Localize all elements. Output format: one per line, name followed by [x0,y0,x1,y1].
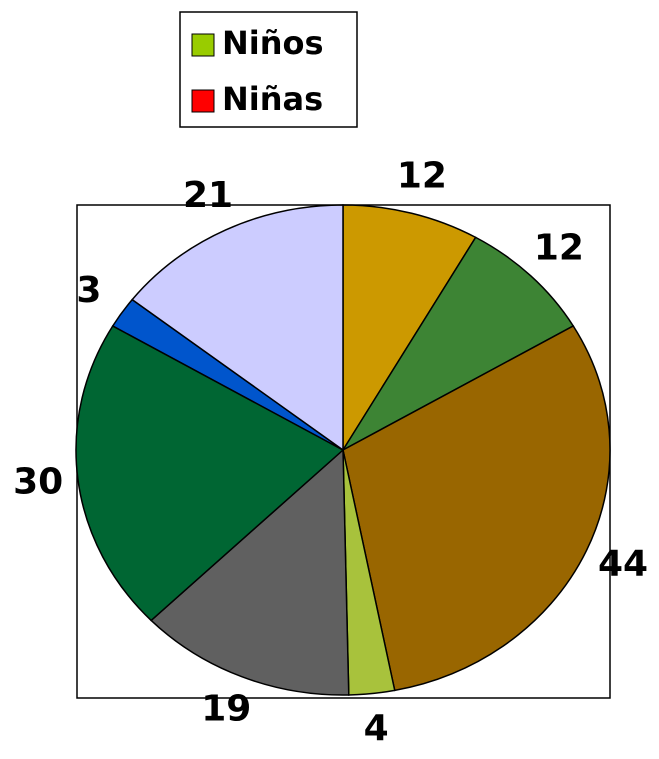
pie-slice [75,324,345,622]
legend-swatch [191,33,215,57]
pie-slice [340,236,575,453]
data-label: 19 [201,689,251,730]
pie-slice [150,448,350,696]
data-label: 12 [534,228,584,269]
legend-label: Niñas [222,80,323,118]
data-label: 44 [598,544,648,585]
data-label: 21 [183,175,233,216]
data-label: 4 [364,708,389,749]
data-label: 3 [76,270,101,311]
data-label: 30 [13,461,63,502]
legend-swatch [191,89,215,113]
legend-label: Niños [222,24,324,62]
data-label: 12 [397,156,447,197]
pie-slice [342,324,611,692]
pie-slice [131,204,344,452]
pie-slice [342,204,477,453]
